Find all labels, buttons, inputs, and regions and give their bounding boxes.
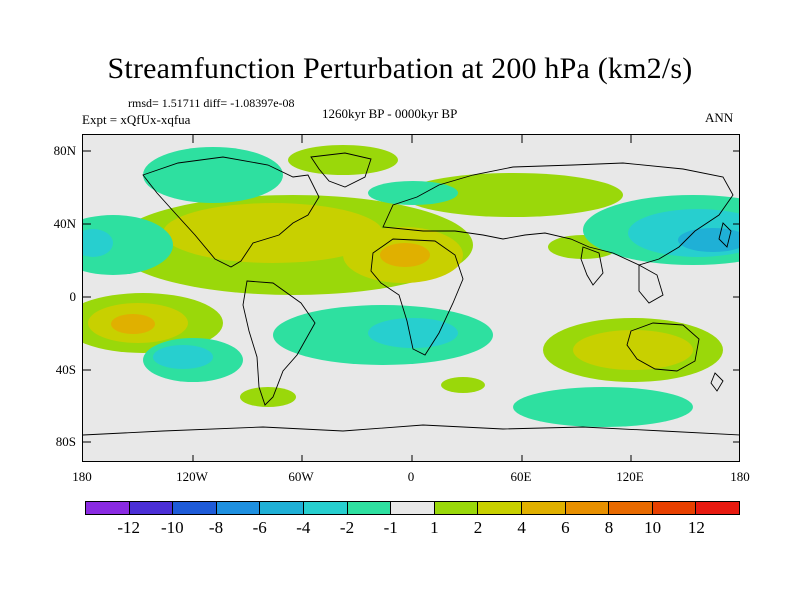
colorbar-box-10	[521, 502, 566, 514]
greenland-outline	[310, 152, 372, 188]
colorbar-box-13	[652, 502, 697, 514]
africa-outline	[370, 238, 464, 356]
lon-tick-60w: 60W	[288, 469, 314, 484]
rmsd-diff-label: rmsd= 1.51711 diff= -1.08397e-08	[128, 96, 295, 110]
positive-region-central-asia	[403, 173, 623, 217]
north-america-outline	[142, 156, 320, 268]
colorbar-label: -8	[208, 518, 224, 537]
colorbar-label: -12	[117, 518, 140, 537]
map-panel	[82, 134, 740, 462]
streamfunction-map	[83, 135, 739, 461]
colorbar-box-8	[434, 502, 479, 514]
lat-tick-80n: 80N	[53, 143, 76, 158]
colorbar-box-4	[260, 502, 304, 514]
colorbar-box-7	[391, 502, 435, 514]
lon-tick-0: 0	[407, 469, 415, 484]
negative-region-north-pacific-core	[83, 229, 113, 257]
positive-region-south-atlantic	[441, 377, 485, 393]
positive-anomaly-contours	[83, 145, 723, 407]
colorbar-label: -1	[383, 518, 398, 537]
negative-region-europe	[368, 181, 458, 205]
colorbar	[85, 501, 740, 515]
lat-tick-80s: 80S	[55, 434, 76, 449]
colorbar-box-5	[303, 502, 348, 514]
negative-anomaly-contours	[83, 147, 739, 427]
south-america-outline	[242, 280, 316, 406]
positive-region-south-america	[240, 387, 296, 407]
southeast-asia-outline	[638, 264, 664, 304]
colorbar-label: 8	[604, 518, 614, 537]
negative-region-north-america	[143, 147, 283, 203]
lon-tick-180e: 180	[730, 469, 750, 484]
lon-tick-120w: 120W	[176, 469, 208, 484]
colorbar-label: -10	[160, 518, 184, 537]
colorbar-box-12	[609, 502, 653, 514]
experiment-label: Expt = xQfUx-xqfua	[82, 112, 191, 127]
colorbar-box-11	[565, 502, 610, 514]
colorbar-label: -6	[252, 518, 267, 537]
colorbar-box-3	[216, 502, 261, 514]
eurasia-outline	[382, 162, 734, 266]
australia-outline	[626, 322, 700, 372]
coastlines	[83, 152, 739, 436]
lat-tick-40s: 40S	[55, 362, 76, 377]
negative-region-south-atlantic-inner	[368, 318, 458, 348]
colorbar-label: -4	[296, 518, 311, 537]
negative-region-east-asia-core	[678, 228, 739, 252]
colorbar-label: 2	[473, 518, 483, 537]
positive-region-east-pacific-core	[111, 314, 155, 334]
positive-region-australia-inner	[573, 330, 693, 370]
new-zealand-outline	[710, 372, 724, 392]
season-label: ANN	[705, 110, 734, 125]
colorbar-label: 6	[561, 518, 570, 537]
negative-region-south-pacific-core	[153, 345, 213, 369]
period-label: 1260kyr BP - 0000kyr BP	[322, 106, 458, 121]
colorbar-label: 1	[430, 518, 439, 537]
lon-tick-60e: 60E	[510, 469, 532, 484]
lat-tick-40n: 40N	[53, 216, 76, 231]
colorbar-box-9	[478, 502, 522, 514]
colorbar-label: 12	[687, 518, 705, 537]
colorbar-box-6	[347, 502, 392, 514]
negative-region-southern-ocean	[513, 387, 693, 427]
colorbar-label: 4	[517, 518, 526, 537]
antarctica-outline	[83, 424, 739, 436]
lon-tick-180w: 180	[72, 469, 92, 484]
colorbar-box-0	[86, 502, 130, 514]
lat-tick-0: 0	[69, 289, 77, 304]
colorbar-box-2	[173, 502, 217, 514]
colorbar-label: 10	[644, 518, 662, 537]
positive-region-arctic	[288, 145, 398, 175]
japan-outline	[718, 222, 732, 248]
india-outline	[580, 246, 604, 286]
plot-title: Streamfunction Perturbation at 200 hPa (…	[107, 52, 693, 85]
colorbar-label: -2	[339, 518, 355, 537]
negative-region-north-pacific	[83, 215, 173, 275]
lon-tick-120e: 120E	[616, 469, 644, 484]
map-ticks	[83, 135, 739, 461]
positive-region-north-atlantic-inner	[163, 203, 383, 263]
colorbar-box-14	[696, 502, 739, 514]
positive-region-africa-core	[380, 243, 430, 267]
colorbar-box-1	[129, 502, 174, 514]
